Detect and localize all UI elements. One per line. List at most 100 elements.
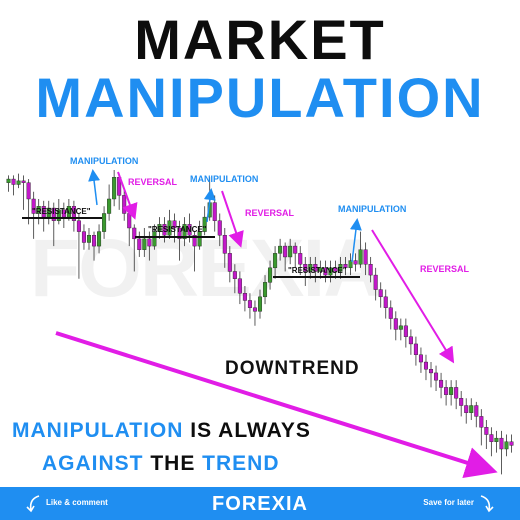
resistance-label-1: "RESISTANCE" — [32, 207, 91, 216]
bearish-candle — [454, 387, 459, 399]
bullish-candle — [348, 260, 353, 269]
bearish-candle — [428, 369, 434, 374]
caption-trend: TREND — [202, 452, 280, 475]
candlestick-chart: FOREXIA "RESISTANCE" "RESISTANCE" "RESIS… — [6, 156, 514, 479]
bearish-candle — [71, 206, 76, 221]
bearish-candle — [31, 198, 36, 214]
bullish-candle — [157, 224, 162, 232]
bullish-candle — [36, 206, 41, 214]
bearish-candle — [227, 253, 232, 272]
bearish-candle — [393, 318, 398, 330]
bearish-candle — [81, 231, 86, 243]
like-comment-link[interactable]: Like & comment — [46, 498, 108, 507]
bullish-candle — [97, 231, 102, 247]
bearish-candle — [489, 434, 494, 442]
resistance-label-2: "RESISTANCE" — [148, 225, 207, 234]
bearish-candle — [323, 267, 328, 276]
bullish-candle — [16, 180, 21, 185]
bearish-candle — [92, 235, 97, 247]
bearish-candle — [242, 293, 247, 301]
reversal-label-1: REVERSAL — [128, 177, 178, 187]
bearish-candle — [353, 260, 358, 265]
bullish-candle — [197, 231, 202, 247]
bullish-candle — [318, 267, 323, 272]
caption-the: THE — [143, 452, 203, 475]
bullish-candle — [102, 213, 107, 232]
bullish-candle — [263, 282, 268, 298]
bearish-candle — [122, 195, 127, 214]
bearish-candle — [51, 207, 56, 221]
bullish-candle — [504, 441, 509, 450]
bearish-candle — [162, 224, 167, 236]
bearish-candle — [444, 387, 449, 395]
bullish-candle — [142, 238, 147, 250]
bullish-candle — [469, 405, 474, 413]
manipulation-label-3: MANIPULATION — [338, 204, 406, 214]
manipulation-label-2: MANIPULATION — [190, 174, 258, 184]
reversal-arrow-1 — [117, 171, 138, 220]
bullish-candle — [152, 231, 157, 247]
bullish-candle — [257, 296, 263, 312]
reversal-label-2: REVERSAL — [245, 208, 295, 218]
bearish-candle — [11, 178, 16, 185]
bearish-candle — [418, 354, 423, 363]
bullish-candle — [268, 267, 273, 283]
bearish-candle — [177, 227, 182, 240]
downtrend-arrow — [55, 331, 498, 479]
bearish-candle — [132, 227, 137, 240]
footer-brand-logo: FOREXIA — [212, 493, 308, 515]
bearish-candle — [509, 441, 514, 446]
bearish-candle — [333, 267, 338, 272]
bearish-candle — [499, 437, 504, 450]
bullish-candle — [328, 267, 333, 276]
bearish-candle — [439, 379, 444, 388]
bearish-candle — [383, 296, 388, 308]
save-for-later-link[interactable]: Save for later — [423, 498, 474, 507]
bullish-candle — [167, 220, 172, 236]
bearish-candle — [137, 238, 142, 250]
bearish-candle — [232, 271, 237, 279]
bullish-candle — [398, 325, 403, 330]
bullish-candle — [6, 178, 11, 183]
caption-manipulation: MANIPULATION — [12, 419, 184, 442]
curved-arrow-right-icon — [480, 495, 494, 513]
bullish-candle — [288, 245, 293, 258]
bearish-candle — [479, 416, 484, 428]
bearish-candle — [423, 361, 428, 370]
bearish-candle — [343, 264, 348, 269]
bullish-candle — [112, 177, 117, 200]
bearish-candle — [187, 224, 192, 236]
bearish-candle — [434, 372, 439, 381]
bullish-candle — [449, 387, 454, 395]
bearish-candle — [403, 325, 408, 337]
bullish-candle — [182, 224, 187, 240]
bearish-candle — [293, 245, 298, 254]
bearish-candle — [368, 264, 373, 276]
bearish-candle — [222, 235, 227, 254]
reversal-arrow-3 — [371, 229, 455, 364]
caption-line-2: AGAINST THE TREND — [42, 452, 280, 476]
candles-group — [6, 170, 514, 475]
bullish-candle — [202, 216, 207, 232]
reversal-arrow-2 — [221, 190, 244, 248]
bearish-candle — [363, 249, 368, 265]
bearish-candle — [408, 336, 413, 345]
bearish-candle — [388, 307, 393, 319]
bullish-candle — [278, 245, 283, 254]
title-manipulation: MANIPULATION — [35, 66, 485, 129]
bearish-candle — [192, 235, 197, 247]
bearish-candle — [147, 238, 152, 247]
downtrend-label: DOWNTREND — [225, 358, 360, 379]
bearish-candle — [247, 300, 252, 308]
bullish-candle — [86, 235, 92, 243]
bearish-candle — [252, 307, 257, 312]
bullish-candle — [494, 437, 499, 442]
bullish-candle — [358, 249, 363, 265]
bearish-candle — [313, 264, 318, 272]
bearish-candle — [217, 220, 222, 236]
bearish-candle — [413, 343, 418, 356]
reversal-label-3: REVERSAL — [420, 264, 470, 274]
bullish-candle — [338, 264, 343, 272]
caption-against: AGAINST — [42, 452, 144, 475]
bearish-candle — [212, 202, 217, 221]
